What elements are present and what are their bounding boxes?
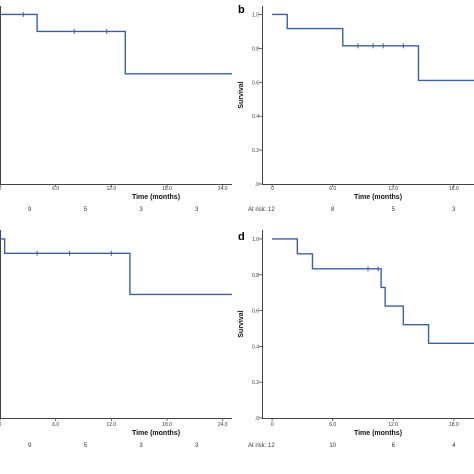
x-tick-label: 12.0 — [388, 186, 398, 192]
x-tick-label: 6.0 — [52, 422, 59, 428]
y-tick-label: 0.2 — [252, 148, 259, 154]
y-tick-label: 0.4 — [252, 344, 259, 350]
y-tick-label: 0.8 — [252, 46, 259, 52]
x-tick-label: 24.0 — [218, 186, 228, 192]
km-panel-a: 0 6.0 12.0 18.0 24.0 Time (months) 9 5 3 3 — [0, 6, 232, 213]
y-tick-label: 1.0 — [252, 12, 259, 18]
x-axis-title: Time (months) — [354, 194, 402, 201]
y-tick-label: .0 — [255, 182, 259, 188]
x-tick-label: .0 — [270, 186, 274, 192]
y-axis-title: Survival — [238, 81, 245, 108]
x-tick-label: 6.0 — [329, 186, 336, 192]
at-risk-count: 9 — [28, 443, 32, 449]
y-tick-label: 0.4 — [252, 114, 259, 120]
survival-curve — [0, 13, 232, 75]
x-tick-label: 18.0 — [162, 422, 172, 428]
panel-letter: b — [238, 4, 245, 16]
at-risk-prefix: At risk: 12 — [248, 207, 275, 213]
x-axis-title: Time (months) — [354, 430, 402, 437]
at-risk-count: 4 — [452, 443, 456, 449]
at-risk-prefix: At risk: 12 — [248, 443, 275, 449]
at-risk-count: 6 — [392, 443, 396, 449]
x-tick-label: 0 — [0, 422, 2, 428]
x-axis-title: Time (months) — [132, 194, 180, 201]
x-tick-label: 18.0 — [162, 186, 172, 192]
x-tick-label: 0 — [271, 422, 274, 428]
km-panel-b: .0 6.0 12.0 18.0 .0 0.2 0.4 0.6 0.8 1.0 Survival Ti… — [238, 4, 474, 213]
x-axis-title: Time (months) — [132, 430, 180, 437]
y-tick-label: 0.8 — [252, 273, 259, 279]
x-tick-label: 12.0 — [388, 422, 398, 428]
x-tick-label: 18.0 — [449, 422, 459, 428]
y-tick-label: 1.0 — [252, 237, 259, 243]
at-risk-count: 10 — [329, 443, 336, 449]
at-risk-count: 3 — [452, 207, 456, 213]
y-axis-title: Survival — [238, 310, 245, 337]
survival-curve — [272, 238, 474, 345]
x-tick-label: 12.0 — [106, 186, 116, 192]
y-tick-label: .0 — [255, 416, 259, 422]
x-tick-label: 18.0 — [449, 186, 459, 192]
x-tick-label: 6.0 — [329, 422, 336, 428]
y-tick-label: 0.6 — [252, 80, 259, 86]
at-risk-count: 5 — [84, 443, 88, 449]
x-tick-label: 0 — [0, 186, 2, 192]
survival-curve — [0, 238, 232, 296]
x-tick-label: 24.0 — [218, 422, 228, 428]
y-tick-label: 0.2 — [252, 380, 259, 386]
at-risk-count: 5 — [84, 207, 88, 213]
at-risk-count: 3 — [195, 207, 199, 213]
at-risk-count: 3 — [139, 207, 143, 213]
x-tick-label: 6.0 — [52, 186, 59, 192]
at-risk-count: 3 — [139, 443, 143, 449]
y-tick-label: 0.6 — [252, 309, 259, 315]
at-risk-count: 8 — [331, 207, 335, 213]
km-panel-d: 0 6.0 12.0 18.0 .0 0.2 0.4 0.6 0.8 1.0 Survival Tim… — [238, 230, 474, 449]
panel-letter: d — [238, 231, 245, 243]
at-risk-count: 3 — [195, 443, 199, 449]
x-tick-label: 12.0 — [106, 422, 116, 428]
survival-curve — [272, 13, 474, 82]
km-panel-c: 0 6.0 12.0 18.0 24.0 Time (months) 9 5 3 3 — [0, 230, 232, 449]
at-risk-count: 9 — [28, 207, 32, 213]
at-risk-count: 5 — [392, 207, 396, 213]
